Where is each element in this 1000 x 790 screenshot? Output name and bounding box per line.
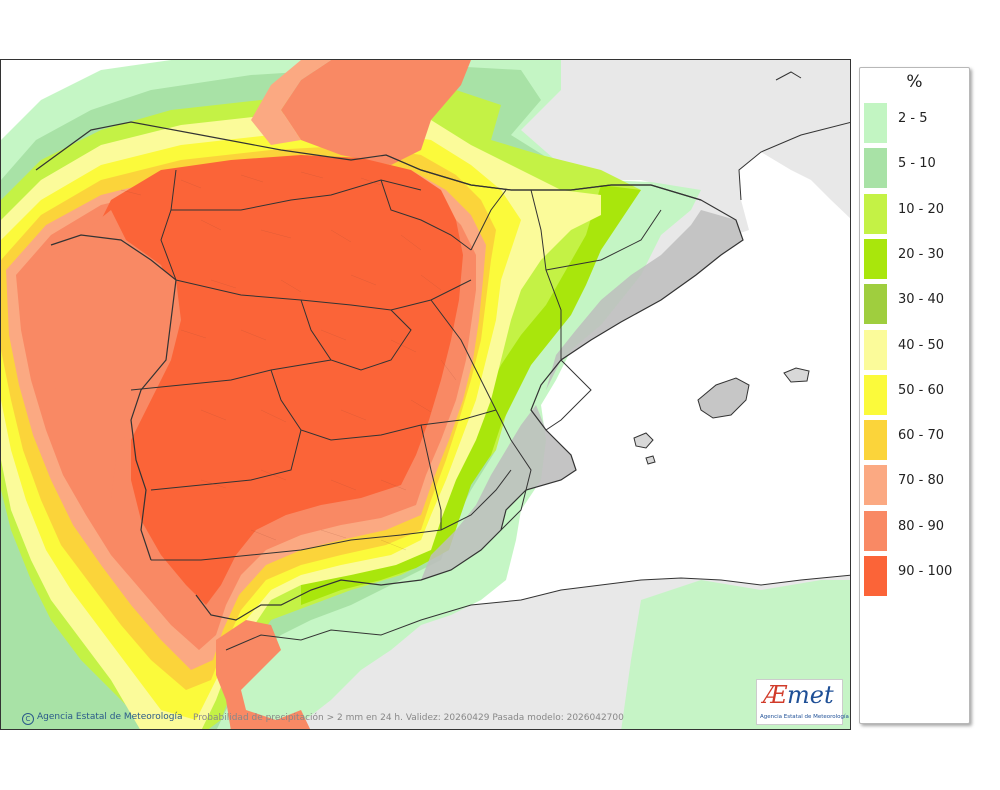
- france-coast: [738, 121, 850, 201]
- legend-label: 2 - 5: [898, 111, 928, 126]
- prob-20-30: [301, 185, 641, 605]
- prob-90-100-west: [46, 210, 176, 500]
- legend-label: 70 - 80: [898, 473, 945, 489]
- legend-item: 60 - 70: [864, 413, 964, 461]
- legend-swatch: [864, 148, 887, 189]
- ibiza: [633, 432, 654, 449]
- mallorca: [697, 377, 750, 419]
- probability-map[interactable]: [0, 59, 851, 730]
- prob-80-90-strait: [216, 620, 311, 729]
- legend-swatch: [864, 103, 887, 143]
- legend-item: 2 - 5: [864, 96, 964, 143]
- legend-item: 80 - 90: [864, 504, 964, 551]
- legend-item: 20 - 30: [864, 232, 964, 279]
- formentera: [645, 455, 656, 465]
- legend-item: 90 - 100: [864, 549, 964, 596]
- logo-wordmark: Æmet: [763, 681, 834, 709]
- legend-label: 60 - 70: [898, 428, 945, 444]
- legend-label: 5 - 10: [898, 156, 936, 172]
- relief-southeast: [421, 405, 576, 580]
- legend-swatch: [864, 374, 887, 415]
- legend-item: 10 - 20: [864, 187, 964, 234]
- prob-70-80-north: [251, 60, 331, 145]
- legend-item: 40 - 50: [864, 323, 964, 370]
- legend-swatch: [864, 510, 887, 551]
- legend-swatch: [864, 284, 887, 325]
- agency-credit: C Agencia Estatal de Meteorología: [22, 712, 183, 725]
- prob-90-100: [101, 155, 463, 605]
- menorca: [783, 367, 810, 383]
- legend-title: %: [906, 72, 923, 92]
- legend-item: 5 - 10: [864, 141, 964, 189]
- legend-item: 70 - 80: [864, 458, 964, 506]
- legend-item: 50 - 60: [864, 368, 964, 415]
- legend-item: 30 - 40: [864, 277, 964, 325]
- prob-80-90-north: [281, 60, 471, 165]
- legend-swatch: [864, 420, 887, 461]
- africa-coast: [225, 574, 850, 651]
- regional-borders: [130, 169, 662, 561]
- aemet-logo: Æmet Agencia Estatal de Meteorología: [756, 679, 849, 725]
- legend-swatch: [864, 193, 887, 234]
- legend-label: 90 - 100: [898, 564, 953, 579]
- agency-name: Agencia Estatal de Meteorología: [37, 712, 183, 722]
- legend-label: 20 - 30: [898, 246, 945, 262]
- map-caption: Probabilidad de precipitación > 2 mm en …: [193, 713, 624, 723]
- relief-east-coast: [546, 210, 743, 390]
- relief-texture: [120, 171, 457, 551]
- legend-panel: % 2 - 5 5 - 10 10 - 20 20 - 30 30 - 40 40 - 5…: [859, 67, 970, 724]
- legend-label: 50 - 60: [898, 382, 945, 398]
- legend-swatch: [864, 556, 887, 596]
- legend-swatch: [864, 329, 887, 370]
- legend-label: 10 - 20: [898, 201, 945, 217]
- copyright-icon: C: [22, 713, 34, 725]
- legend-swatch: [864, 238, 887, 279]
- legend-label: 30 - 40: [898, 292, 945, 308]
- legend-label: 80 - 90: [898, 518, 945, 534]
- portugal-border: [50, 234, 177, 561]
- map-canvas: [1, 60, 850, 729]
- logo-subtitle: Agencia Estatal de Meteorología: [760, 714, 849, 720]
- legend-swatch: [864, 465, 887, 506]
- corsica-coast: [775, 71, 802, 81]
- pyrenees-border: [385, 154, 702, 201]
- italy-land: [761, 122, 850, 219]
- legend-label: 40 - 50: [898, 337, 945, 353]
